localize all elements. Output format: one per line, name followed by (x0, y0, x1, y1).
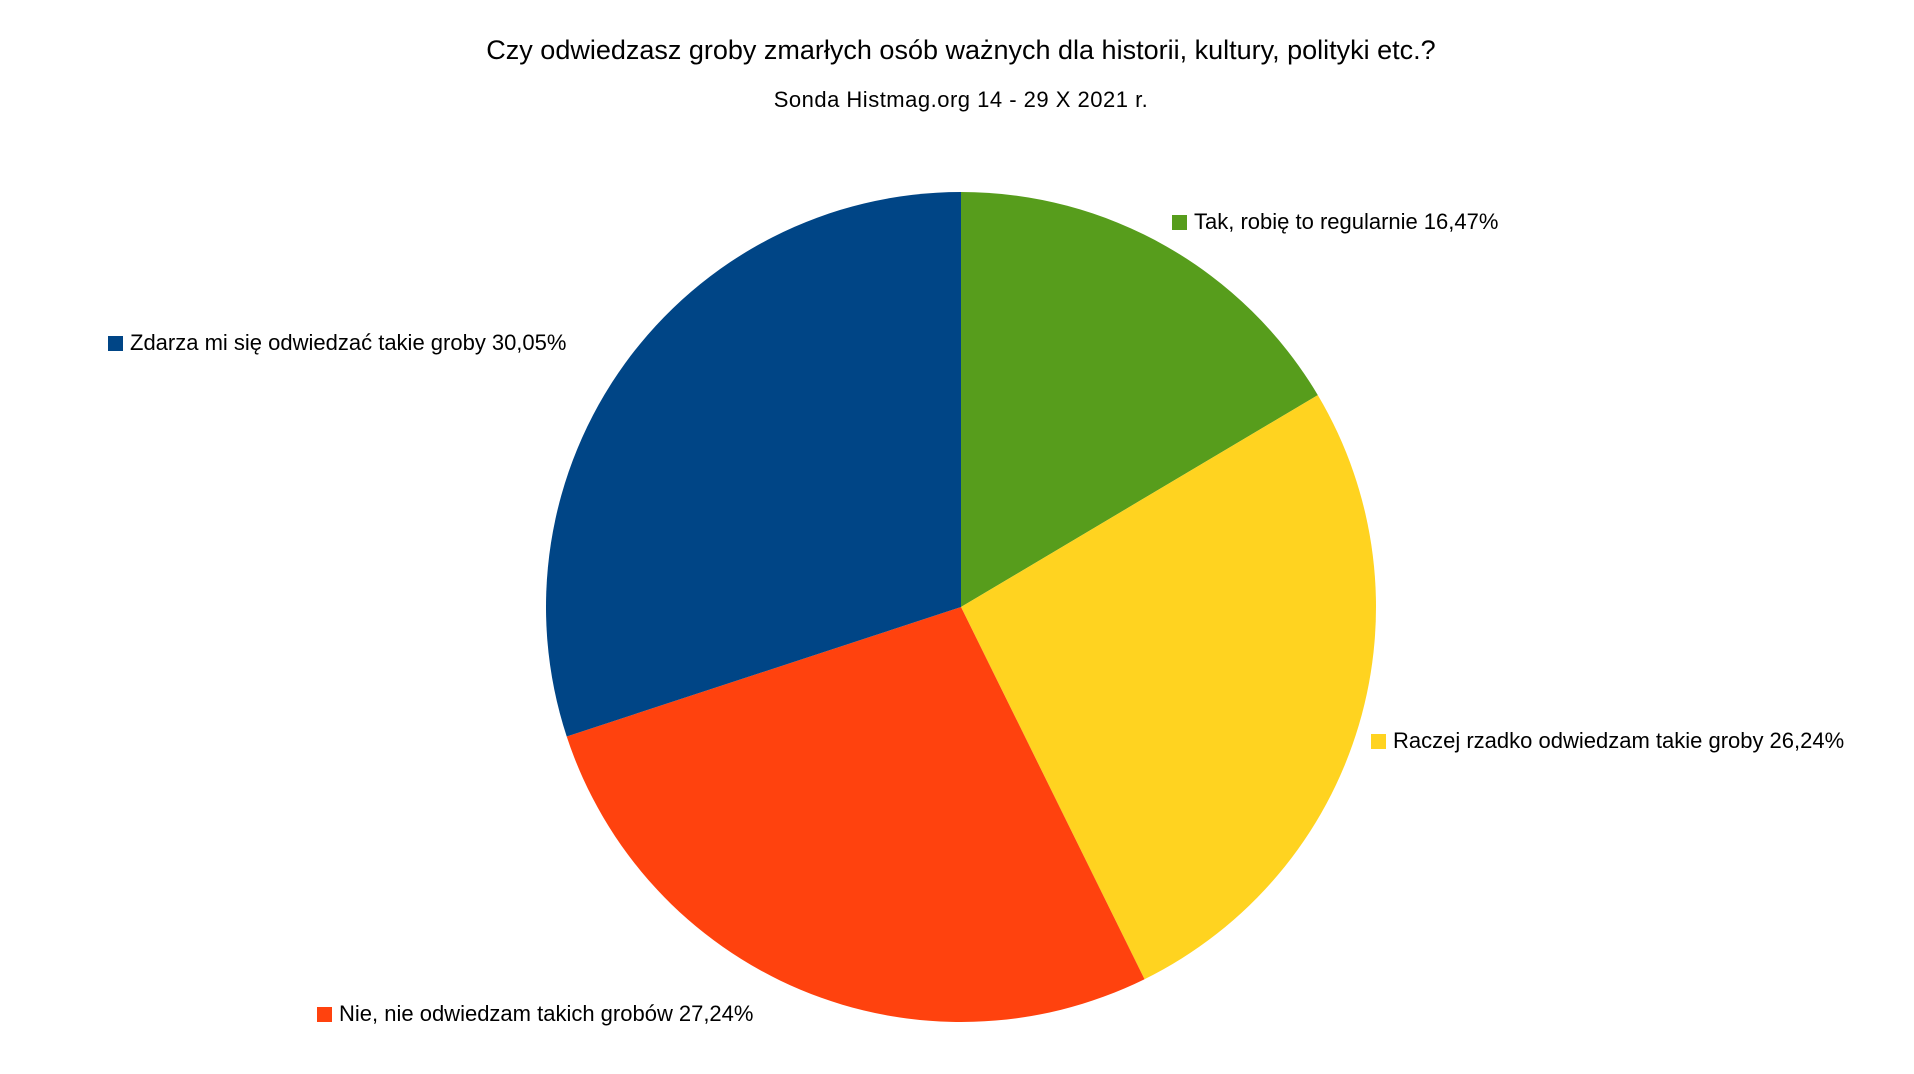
pie-slice (961, 192, 1318, 607)
value-label: 16,47% (1424, 209, 1499, 234)
category-label: Raczej rzadko odwiedzam takie groby (1393, 728, 1764, 753)
chart-title: Czy odwiedzasz groby zmarłych osób ważny… (486, 35, 1435, 65)
legend-swatch (1172, 215, 1187, 230)
pie-slice (566, 607, 1145, 1023)
value-label: 30,05% (492, 330, 567, 355)
slice-label: Zdarza mi się odwiedzać takie groby 30,05… (130, 330, 566, 355)
category-label: Zdarza mi się odwiedzać takie groby (130, 330, 486, 355)
category-label: Tak, robię to regularnie (1194, 209, 1418, 234)
category-label: Nie, nie odwiedzam takich grobów (339, 1001, 673, 1026)
pie-slice (546, 192, 961, 737)
slice-label: Raczej rzadko odwiedzam takie groby 26,24… (1393, 728, 1844, 753)
slice-label: Tak, robię to regularnie 16,47% (1194, 209, 1498, 234)
legend-swatch (1371, 734, 1386, 749)
slice-label: Nie, nie odwiedzam takich grobów 27,24% (339, 1001, 753, 1026)
legend-swatch (317, 1007, 332, 1022)
legend-swatch (108, 336, 123, 351)
value-label: 26,24% (1770, 728, 1845, 753)
pie-slice (961, 395, 1376, 980)
chart-subtitle: Sonda Histmag.org 14 - 29 X 2021 r. (774, 87, 1149, 112)
value-label: 27,24% (679, 1001, 754, 1026)
